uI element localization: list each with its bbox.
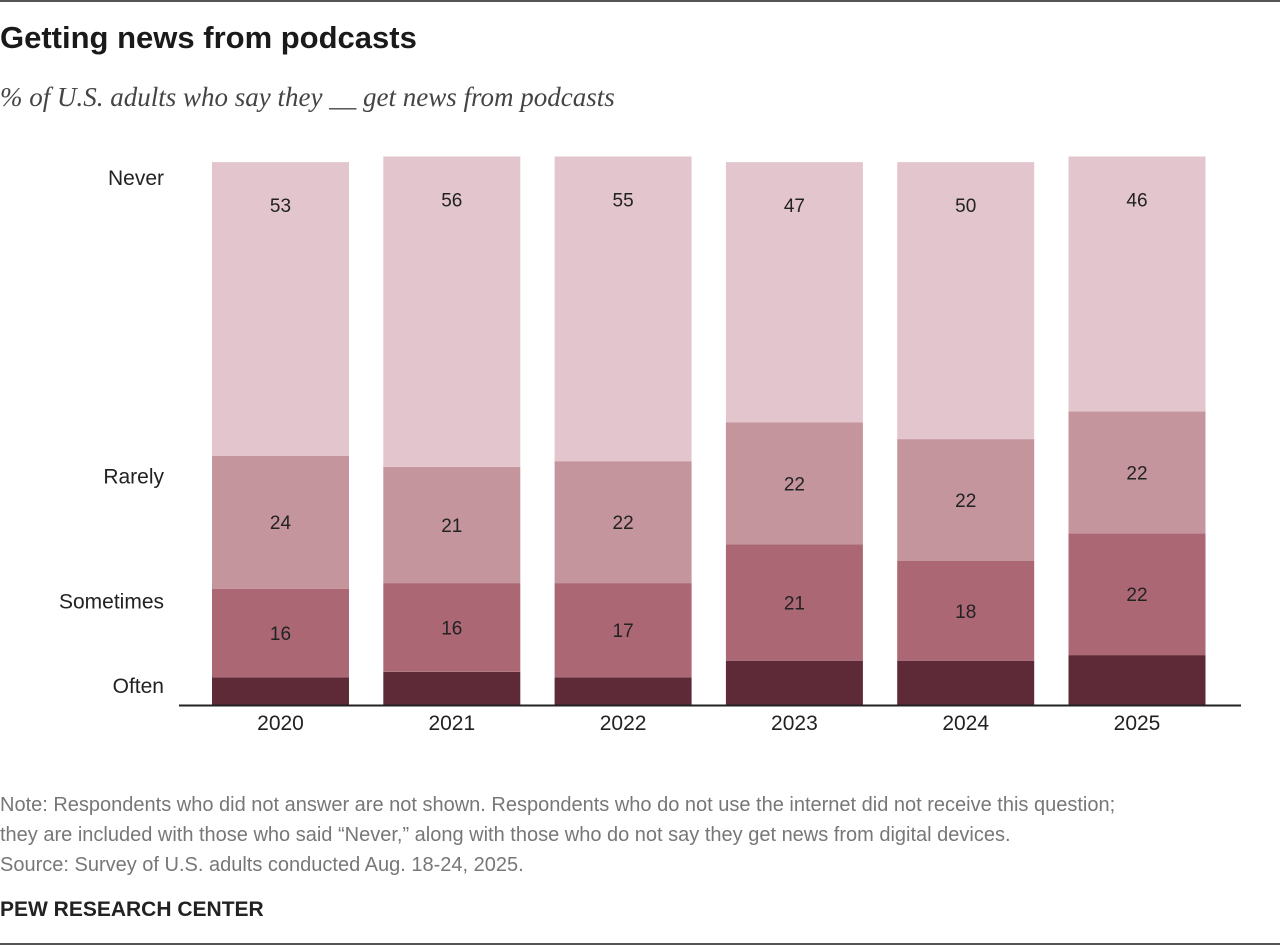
bar-sometimes-2020	[212, 588, 349, 678]
data-label-never-2022: 55	[613, 191, 634, 212]
bar-rarely-2021	[383, 466, 521, 584]
source-line: Source: Survey of U.S. adults conducted …	[0, 854, 524, 876]
bar-never-2021	[383, 156, 521, 467]
bar-rarely-2020	[212, 455, 349, 589]
data-label-sometimes-2022: 17	[613, 621, 634, 642]
data-label-rarely-2020: 24	[270, 513, 292, 534]
note-line-1: Note: Respondents who did not answer are…	[0, 794, 1116, 816]
legend-label-rarely: Rarely	[103, 466, 164, 489]
bar-sometimes-2025	[1068, 533, 1206, 656]
bar-never-2020	[212, 162, 349, 456]
legend-label-often: Often	[113, 675, 164, 698]
bar-rarely-2022	[554, 461, 692, 584]
stacked-bar-chart: 16 24 53 2020 16 21 56 2021 17 22 55 2022 21 22 47 2023…	[59, 156, 1241, 735]
x-tick-label-2023: 2023	[771, 712, 818, 735]
x-tick-label-2021: 2021	[428, 712, 475, 735]
data-label-never-2023: 47	[784, 196, 805, 217]
bar-rarely-2024	[897, 439, 1035, 561]
legend-label-sometimes: Sometimes	[59, 591, 164, 614]
bar-often-2022	[554, 677, 692, 705]
data-label-never-2021: 56	[441, 191, 462, 212]
bar-often-2023	[725, 660, 863, 705]
bar-sometimes-2021	[383, 583, 521, 672]
chart-note: Note: Respondents who did not answer are…	[0, 790, 1270, 880]
bar-often-2024	[897, 660, 1035, 705]
data-label-sometimes-2023: 21	[784, 594, 805, 615]
bar-rarely-2023	[725, 422, 863, 545]
bar-sometimes-2023	[725, 544, 863, 661]
data-label-rarely-2021: 21	[441, 516, 462, 537]
bar-rarely-2025	[1068, 411, 1206, 534]
bar-never-2024	[897, 162, 1035, 440]
chart-subtitle: % of U.S. adults who say they __ get new…	[0, 82, 615, 112]
bar-sometimes-2024	[897, 561, 1035, 661]
bar-never-2025	[1068, 156, 1206, 412]
x-tick-label-2025: 2025	[1114, 712, 1161, 735]
note-line-2: they are included with those who said “N…	[0, 824, 1011, 846]
data-label-rarely-2024: 22	[955, 491, 976, 512]
bar-sometimes-2022	[554, 583, 692, 678]
bottom-rule	[0, 943, 1280, 945]
x-tick-label-2020: 2020	[257, 712, 304, 735]
brand-logo-text: PEW RESEARCH CENTER	[0, 898, 264, 921]
data-label-sometimes-2021: 16	[441, 618, 462, 639]
bar-never-2023	[725, 162, 863, 423]
chart-title: Getting news from podcasts	[0, 20, 417, 55]
bar-often-2025	[1068, 655, 1206, 705]
top-rule	[0, 0, 1280, 2]
data-label-sometimes-2020: 16	[270, 624, 291, 645]
data-label-rarely-2025: 22	[1126, 463, 1147, 484]
data-label-never-2020: 53	[270, 196, 291, 217]
data-label-never-2025: 46	[1126, 191, 1147, 212]
legend-label-never: Never	[108, 167, 164, 190]
bar-often-2021	[383, 671, 521, 705]
x-tick-label-2024: 2024	[942, 712, 989, 735]
x-tick-label-2022: 2022	[600, 712, 647, 735]
data-label-sometimes-2025: 22	[1126, 585, 1147, 606]
data-label-rarely-2022: 22	[613, 513, 634, 534]
data-label-never-2024: 50	[955, 196, 976, 217]
bar-often-2020	[212, 677, 349, 705]
bar-never-2022	[554, 156, 692, 462]
data-label-rarely-2023: 22	[784, 474, 805, 495]
data-label-sometimes-2024: 18	[955, 602, 976, 623]
